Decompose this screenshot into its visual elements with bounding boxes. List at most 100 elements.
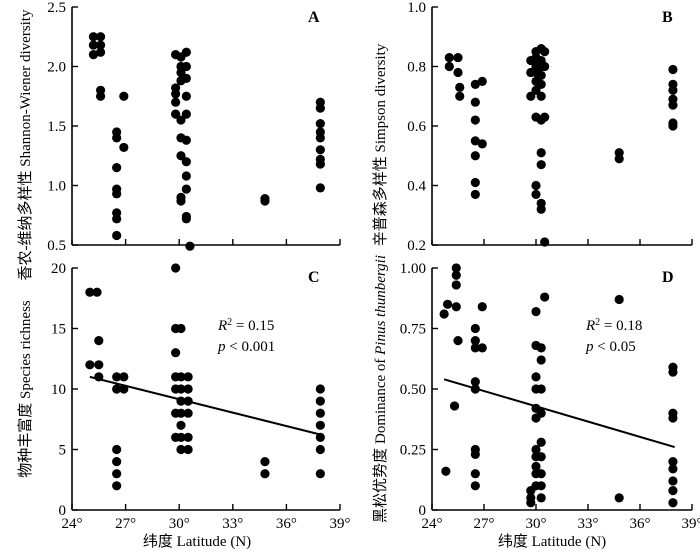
panel-b-data-point xyxy=(455,91,465,101)
panel-d-data-point xyxy=(470,336,480,346)
panel-c-data-point xyxy=(176,444,186,455)
panel-a-data-point xyxy=(181,157,191,167)
panel-d-data-point xyxy=(470,377,480,387)
panel-a-data-point xyxy=(176,151,186,161)
panel-b-data-point xyxy=(477,139,487,149)
panel-c-data-point xyxy=(315,408,325,418)
panel-d-data-point xyxy=(536,469,546,479)
panel-b-data-point xyxy=(470,115,480,125)
panel-c-data-point xyxy=(94,360,104,370)
panel-d-data-point xyxy=(668,486,678,496)
panel-b-letter: B xyxy=(662,9,673,26)
panel-c-data-point xyxy=(176,372,186,382)
panel-d-data-point xyxy=(441,466,451,476)
panel-a-data-point xyxy=(181,135,191,145)
panel-d-x-tick-label: 24° xyxy=(422,516,443,532)
panel-b-ylabel: 辛普森多样性 Simpson diversity xyxy=(372,43,389,246)
panel-a-data-point xyxy=(185,241,195,251)
panel-c-y-tick-label: 10 xyxy=(51,382,66,398)
panel-a-data-point xyxy=(95,47,106,57)
panel-a-y-tick-label: 1.5 xyxy=(47,119,66,135)
panel-d-ylabel-main: Dominance of xyxy=(373,355,389,444)
panel-c-data-point xyxy=(171,263,181,273)
x-axis-title-right: 纬度 Latitude (N) xyxy=(498,533,606,550)
panel-c-data-point xyxy=(85,287,95,297)
panel-b-data-point xyxy=(540,61,550,72)
panel-a-data-point xyxy=(112,163,122,173)
panel-d-data-point xyxy=(536,437,546,447)
panel-a-data-point xyxy=(176,115,186,125)
panel-d-data-point xyxy=(540,292,550,302)
panel-c-data-point xyxy=(119,372,129,382)
panel-c-data-point xyxy=(112,457,122,467)
panel-b-data-point xyxy=(536,91,546,101)
panel-c-regression-line xyxy=(89,375,323,436)
panel-d-data-point xyxy=(536,452,546,462)
panel-a-y-tick-label: 2.5 xyxy=(47,0,66,16)
panel-c-data-point xyxy=(183,444,193,455)
panel-a-data-point xyxy=(181,47,191,57)
panel-b-data-point xyxy=(470,189,480,200)
panel-b-data-point xyxy=(453,67,463,78)
panel-b-ylabel-text: 辛普森多样性 Simpson diversity xyxy=(372,43,389,246)
panel-a-data-point xyxy=(88,40,99,50)
panel-c-data-point xyxy=(260,457,270,467)
panel-c-data-point xyxy=(176,420,186,430)
panel-d-ylabel-italic: Pinus thunbergii xyxy=(373,255,389,356)
panel-c-data-point xyxy=(176,323,186,334)
panel-a-data-point xyxy=(171,109,181,119)
panel-b-data-point xyxy=(668,100,678,110)
panel-c-data-point xyxy=(92,287,102,297)
panel-d-ylabel: 黑松优势度 Dominance of Pinus thunbergii xyxy=(372,255,389,523)
panel-d-data-point xyxy=(451,302,461,312)
panel-c-p-value: < 0.001 xyxy=(226,339,276,355)
panel-a-data-point xyxy=(181,61,191,72)
panel-c-data-point xyxy=(176,432,186,442)
panel-d-data-point xyxy=(470,469,480,479)
panel-b-data-point xyxy=(531,189,541,200)
panel-d-p-value: < 0.05 xyxy=(594,339,636,355)
panel-d-data-point xyxy=(470,343,480,353)
panel-c-letter: C xyxy=(308,269,320,286)
panel-a-data-point xyxy=(181,214,191,224)
panel-c-data-point xyxy=(315,432,325,442)
panel-a-data-point xyxy=(171,97,181,107)
panel-d-data-point xyxy=(668,457,678,467)
panel-d-data-point xyxy=(531,306,541,317)
panel-b-data-point xyxy=(536,70,546,81)
panel-b-data-point xyxy=(540,237,550,247)
panel-d-data-point xyxy=(536,408,546,418)
panel-d-data-point xyxy=(614,294,624,305)
panel-d-data-point xyxy=(531,461,541,472)
panel-a-data-point xyxy=(171,89,181,99)
panel-d-data-point xyxy=(443,299,453,309)
panel-c-ylabel: 物种丰富度 Species richness xyxy=(16,300,34,478)
panel-c-data-point xyxy=(112,372,122,382)
panel-d-data-point xyxy=(536,343,546,353)
panel-a: A 香农-维纳多样性 Shannon-Wiener diversity 0.5 1… xyxy=(17,0,341,281)
panel-a-data-point xyxy=(119,142,129,153)
panel-a-data-point xyxy=(95,32,106,42)
panel-a-data-point xyxy=(95,40,106,50)
panel-d-regression-line xyxy=(443,378,675,449)
panel-b-data-point xyxy=(536,79,546,89)
panel-b-data-point xyxy=(536,148,546,158)
panel-d-data-point xyxy=(531,372,541,382)
panel-a-data-point xyxy=(315,133,325,143)
panel-b-data-point xyxy=(470,79,480,89)
panel-c-x-tick-label: 33° xyxy=(222,516,243,532)
panel-c-data-point xyxy=(112,481,122,491)
panel-c-y-tick-label: 15 xyxy=(51,322,66,338)
panel-a-y-tick-label: 0.5 xyxy=(47,238,66,254)
panel-b-y-tick-label: 0.2 xyxy=(407,238,426,254)
panel-a-data-point xyxy=(181,73,191,83)
panel-d-r2-value: = 0.18 xyxy=(600,318,642,334)
panel-b-data-point xyxy=(526,91,536,101)
panel-b-data-point xyxy=(444,61,454,72)
panel-d-p-label: p < 0.05 xyxy=(585,339,636,355)
panel-c-data-point xyxy=(85,360,95,370)
panel-d-data-point xyxy=(470,323,480,334)
panel-d-data-point xyxy=(470,449,480,459)
panel-d-y-tick-label: 1.00 xyxy=(400,261,426,277)
panel-c-x-tick-label: 27° xyxy=(115,516,136,532)
